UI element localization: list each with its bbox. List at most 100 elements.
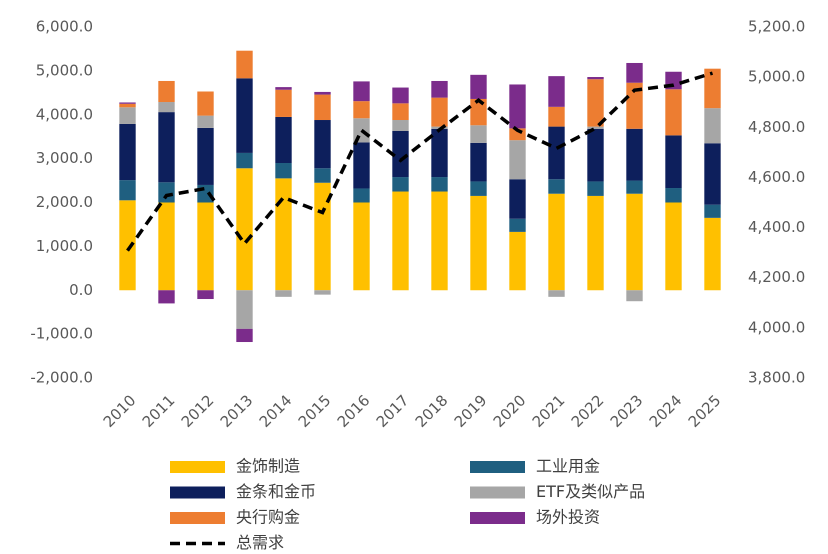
legend-label: 总需求 — [236, 533, 284, 552]
x-tick-label: 2013 — [217, 391, 257, 431]
x-tick-label: 2025 — [685, 391, 725, 431]
bar-segment — [314, 120, 331, 169]
bar-segment — [158, 80, 175, 103]
bar-segment — [392, 130, 409, 178]
bar-segment — [392, 177, 409, 192]
bar-segment — [587, 181, 604, 196]
bar-segment — [275, 116, 292, 164]
y-tick-label: 2,000.0 — [36, 193, 93, 211]
bar-segment — [548, 126, 565, 180]
bar-segment — [119, 180, 136, 201]
bar-segment — [470, 74, 487, 99]
y-tick-label: 3,000.0 — [36, 149, 93, 167]
y2-tick-label: 4,600.0 — [748, 168, 805, 186]
y-tick-label: 0.0 — [69, 281, 93, 299]
bar-segment — [431, 80, 448, 98]
bar-segment — [314, 168, 331, 183]
y-tick-label: 4,000.0 — [36, 105, 93, 123]
bar-segment — [587, 77, 604, 80]
bar-segment — [587, 79, 604, 127]
bar-segment — [275, 87, 292, 90]
bar-segment — [314, 290, 331, 295]
bar-segment — [665, 89, 682, 136]
bar-segment — [119, 107, 136, 124]
y-tick-label: 6,000.0 — [36, 18, 93, 36]
bar-segment — [509, 179, 526, 219]
x-tick-label: 2012 — [178, 391, 218, 431]
legend-label: 央行购金 — [236, 508, 300, 527]
bar-segment — [197, 290, 214, 300]
bar-segment — [587, 195, 604, 291]
bar-segment — [119, 102, 136, 104]
bar-segment — [392, 191, 409, 291]
legend-label: ETF及类似产品 — [536, 482, 645, 501]
bar-segment — [626, 290, 643, 302]
bar-segment — [236, 328, 253, 343]
y2-tick-label: 4,200.0 — [748, 268, 805, 286]
x-tick-label: 2019 — [451, 391, 491, 431]
bar-segment — [197, 202, 214, 291]
bar-segment — [236, 152, 253, 169]
legend-swatch — [170, 486, 225, 499]
bar-segment — [431, 97, 448, 127]
bar-segment — [704, 204, 721, 218]
x-tick-label: 2017 — [373, 391, 413, 431]
x-tick-label: 2021 — [529, 391, 569, 431]
bar-segment — [119, 123, 136, 181]
total-line — [126, 71, 714, 252]
bar-segment — [431, 128, 448, 178]
bar-segment — [197, 91, 214, 116]
bar-segment — [236, 78, 253, 153]
bar-segment — [275, 163, 292, 179]
x-tick-label: 2016 — [334, 391, 374, 431]
bar-segment — [548, 179, 565, 194]
bar-segment — [509, 128, 526, 141]
y2-tick-label: 4,000.0 — [748, 318, 805, 336]
y2-tick-label: 5,000.0 — [748, 68, 805, 86]
legend-label: 工业用金 — [536, 457, 600, 476]
bar-segment — [509, 140, 526, 180]
bar-segment — [353, 101, 370, 119]
bar-segment — [470, 125, 487, 143]
bar-segment — [548, 290, 565, 297]
bar-segment — [509, 231, 526, 291]
y2-tick-label: 4,400.0 — [748, 218, 805, 236]
y2-tick-label: 3,800.0 — [748, 369, 805, 387]
bar-segment — [548, 106, 565, 127]
legend-swatch — [470, 512, 525, 524]
bar-segment — [158, 112, 175, 183]
legend-label: 场外投资 — [536, 508, 600, 527]
bar-segment — [158, 182, 175, 203]
bar-segment — [587, 126, 604, 129]
legend-swatch — [170, 512, 225, 524]
y2-tick-label: 4,800.0 — [748, 118, 805, 136]
bar-segment — [470, 98, 487, 126]
bar-segment — [626, 62, 643, 83]
x-tick-label: 2018 — [412, 391, 452, 431]
bar-segment — [626, 193, 643, 291]
bar-segment — [275, 178, 292, 291]
bar-segment — [197, 115, 214, 128]
bar-segment — [431, 191, 448, 291]
bar-segment — [509, 84, 526, 129]
bar-segment — [236, 290, 253, 329]
bar-segment — [353, 188, 370, 203]
bar-segment — [470, 181, 487, 196]
x-tick-label: 2010 — [100, 391, 140, 431]
bar-segment — [158, 290, 175, 304]
bar-segment — [119, 103, 136, 108]
bar-segment — [470, 142, 487, 182]
bar-segment — [548, 193, 565, 291]
x-tick-label: 2020 — [490, 391, 530, 431]
bar-segment — [626, 82, 643, 129]
bar-segment — [704, 68, 721, 109]
bar-segment — [470, 195, 487, 291]
x-tick-label: 2023 — [607, 391, 647, 431]
bar-segment — [626, 128, 643, 181]
x-tick-label: 2015 — [295, 391, 335, 431]
bar-segment — [704, 217, 721, 291]
bar-segment — [587, 128, 604, 182]
bar-segment — [704, 143, 721, 205]
bar-segment — [626, 180, 643, 194]
